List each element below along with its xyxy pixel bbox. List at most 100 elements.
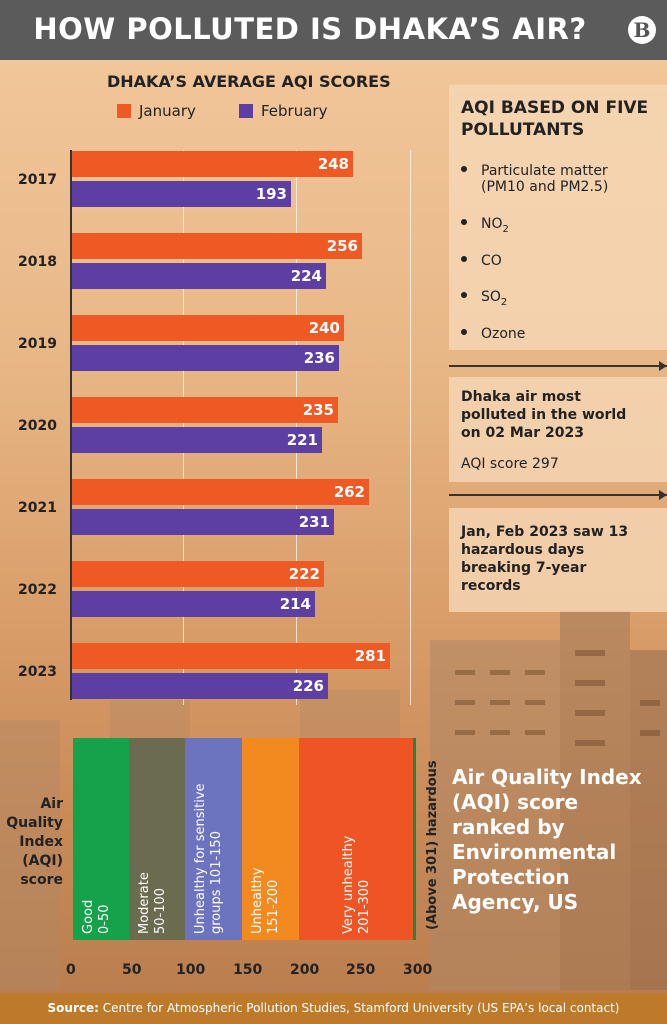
label-line: Air <box>40 796 63 812</box>
bar-february-2018: 224 <box>72 263 326 289</box>
hazardous-days-panel: Jan, Feb 2023 saw 13 hazardous days brea… <box>449 508 667 612</box>
most-polluted-panel: Dhaka air most polluted in the world on … <box>449 377 667 482</box>
bullet-icon <box>461 292 467 298</box>
scale-tick-label: 0 <box>66 962 76 978</box>
pollutant-item: CO <box>461 253 502 269</box>
legend-label-january: January <box>139 102 196 120</box>
bar-value-label: 231 <box>298 513 330 531</box>
bar-january-2020: 235 <box>72 397 338 423</box>
aqi-band-unhealthy: Unhealthy 151-200 <box>242 738 299 940</box>
note-line: (AQI) score <box>452 790 579 814</box>
bar-value-label: 235 <box>302 401 334 419</box>
note-line: records <box>461 578 521 594</box>
page-title: HOW POLLUTED IS DHAKA’S AIR? <box>33 12 587 46</box>
source-text: Centre for Atmospheric Pollution Studies… <box>102 1001 620 1015</box>
scale-tick-label: 150 <box>233 962 263 978</box>
note-line: on 02 Mar 2023 <box>461 425 584 441</box>
gridline <box>410 150 411 705</box>
most-polluted-note: Dhaka air most polluted in the world on … <box>461 388 626 442</box>
pollutants-title: AQI BASED ON FIVE POLLUTANTS <box>461 98 649 140</box>
pollutant-label: SO <box>481 289 501 305</box>
header-bar: HOW POLLUTED IS DHAKA’S AIR? B <box>0 0 667 60</box>
bar-february-2021: 231 <box>72 509 334 535</box>
bullet-icon <box>461 256 467 262</box>
bar-february-2017: 193 <box>72 181 291 207</box>
aqi-band-very-unhealthy: Very unhealthy 201-300 <box>299 738 413 940</box>
pollutants-panel: AQI BASED ON FIVE POLLUTANTS Particulate… <box>449 85 667 350</box>
pollutant-label: Particulate matter <box>481 163 608 179</box>
scale-tick-label: 50 <box>122 962 142 978</box>
bar-january-2018: 256 <box>72 233 362 259</box>
aqi-band-moderate: Moderate 50-100 <box>129 738 185 940</box>
legend-label-february: February <box>261 102 328 120</box>
note-line: Air Quality Index <box>452 765 642 789</box>
pollutant-sub-label: (PM10 and PM2.5) <box>481 179 609 195</box>
pollutant-item: NO2 <box>461 216 509 235</box>
bullet-icon <box>461 166 467 172</box>
label-line: Index <box>19 834 63 850</box>
note-line: breaking 7-year <box>461 560 587 576</box>
band-label: Unhealthy 151-200 <box>250 867 281 934</box>
aqi-score-note: AQI score 297 <box>461 456 559 472</box>
band-label: Very unhealthy 201-300 <box>341 835 372 934</box>
note-line: ranked by <box>452 815 565 839</box>
bar-value-label: 221 <box>286 431 318 449</box>
bar-value-label: 256 <box>326 237 358 255</box>
bar-february-2022: 214 <box>72 591 315 617</box>
year-label: 2018 <box>18 254 57 270</box>
legend-swatch-february <box>239 104 253 118</box>
pollutant-subscript: 2 <box>502 223 509 235</box>
y-axis-line <box>70 150 72 700</box>
year-label: 2023 <box>18 664 57 680</box>
bar-january-2023: 281 <box>72 643 390 669</box>
legend-item-february: February <box>239 102 327 120</box>
bar-february-2020: 221 <box>72 427 322 453</box>
note-line: Protection <box>452 865 570 889</box>
year-label: 2020 <box>18 418 57 434</box>
bar-january-2022: 222 <box>72 561 324 587</box>
divider-arrow <box>449 361 667 371</box>
pollutant-item: Ozone <box>461 326 525 342</box>
bar-value-label: 224 <box>290 267 322 285</box>
chart-title: DHAKA’S AVERAGE AQI SCORES <box>107 72 391 91</box>
pollutant-subscript: 2 <box>500 296 508 308</box>
pollutant-label: CO <box>481 253 502 269</box>
note-line: Agency, US <box>452 890 579 914</box>
label-line: (AQI) <box>22 853 63 869</box>
band-label: Unhealthy for sensitive groups 101-150 <box>193 783 224 934</box>
divider-arrow <box>449 490 667 500</box>
bar-january-2021: 262 <box>72 479 369 505</box>
bar-value-label: 226 <box>292 677 324 695</box>
bullet-icon <box>461 329 467 335</box>
pollutant-item: SO2 <box>461 289 507 308</box>
pollutant-item: Particulate matter (PM10 and PM2.5) <box>461 163 608 195</box>
pollutant-label: NO <box>481 216 503 232</box>
aqi-ranking-note: Air Quality Index (AQI) score ranked by … <box>452 765 662 915</box>
bar-january-2017: 248 <box>72 151 353 177</box>
note-line: Environmental <box>452 840 617 864</box>
scale-tick-label: 250 <box>346 962 376 978</box>
legend-swatch-january <box>117 104 131 118</box>
bar-january-2019: 240 <box>72 315 344 341</box>
year-label: 2021 <box>18 500 57 516</box>
pollutant-label: Ozone <box>481 326 526 342</box>
scale-tick-label: 200 <box>290 962 320 978</box>
bar-value-label: 214 <box>279 595 311 613</box>
year-label: 2019 <box>18 336 57 352</box>
note-line: polluted in the world <box>461 407 627 423</box>
bullet-icon <box>461 219 467 225</box>
note-line: Jan, Feb 2023 saw 13 <box>461 524 629 540</box>
bar-february-2023: 226 <box>72 673 328 699</box>
legend-item-january: January <box>117 102 196 120</box>
band-label: Good 0-50 <box>81 899 112 934</box>
aqi-scale-label: Air Quality Index (AQI) score <box>6 795 63 890</box>
note-line: hazardous days <box>461 542 585 558</box>
scale-tick-label: 100 <box>176 962 206 978</box>
scale-tick-label: 300 <box>403 962 433 978</box>
hazardous-label: (Above 301) hazardous <box>425 760 440 930</box>
aqi-band-sensitive: Unhealthy for sensitive groups 101-150 <box>185 738 242 940</box>
source-label: Source: <box>47 1001 99 1015</box>
bar-value-label: 262 <box>333 483 365 501</box>
year-label: 2022 <box>18 582 57 598</box>
